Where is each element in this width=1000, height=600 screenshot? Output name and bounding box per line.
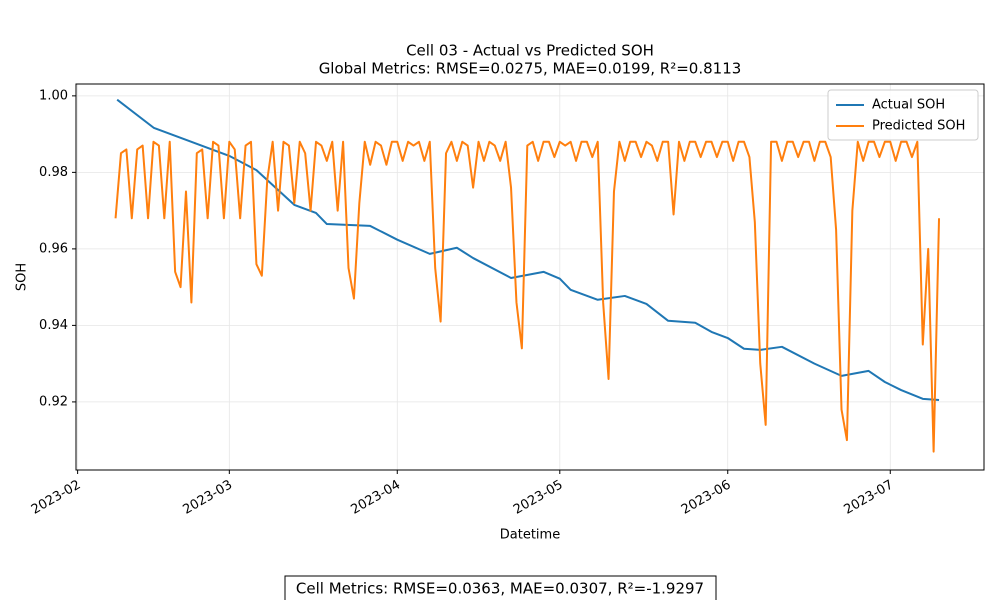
annotation-box (284, 575, 717, 600)
y-tick-label: 0.92 (39, 394, 68, 409)
chart-subtitle: Global Metrics: RMSE=0.0275, MAE=0.0199,… (319, 60, 742, 78)
x-tick-label: 2023-05 (511, 478, 566, 518)
x-tick-label: 2023-06 (679, 478, 734, 518)
y-tick-label: 0.96 (39, 241, 68, 256)
y-axis-label: SOH (15, 263, 30, 291)
y-tick-label: 0.98 (39, 165, 68, 180)
legend-label: Actual SOH (872, 98, 945, 113)
x-axis-label: Datetime (500, 528, 560, 543)
y-tick-label: 1.00 (39, 88, 68, 103)
y-tick-label: 0.94 (39, 318, 68, 333)
x-tick-label: 2023-03 (181, 478, 236, 518)
annotation: Cell Metrics: RMSE=0.0363, MAE=0.0307, R… (296, 580, 704, 598)
x-tick-label: 2023-04 (348, 478, 403, 518)
plot-frame (75, 83, 985, 471)
x-tick-label: 2023-02 (29, 478, 84, 518)
series-line (114, 140, 941, 453)
legend-label: Predicted SOH (872, 119, 965, 134)
x-tick-label: 2023-07 (841, 478, 896, 518)
legend-box (827, 89, 979, 141)
series-line (116, 98, 940, 401)
chart-title: Cell 03 - Actual vs Predicted SOH (406, 42, 654, 60)
